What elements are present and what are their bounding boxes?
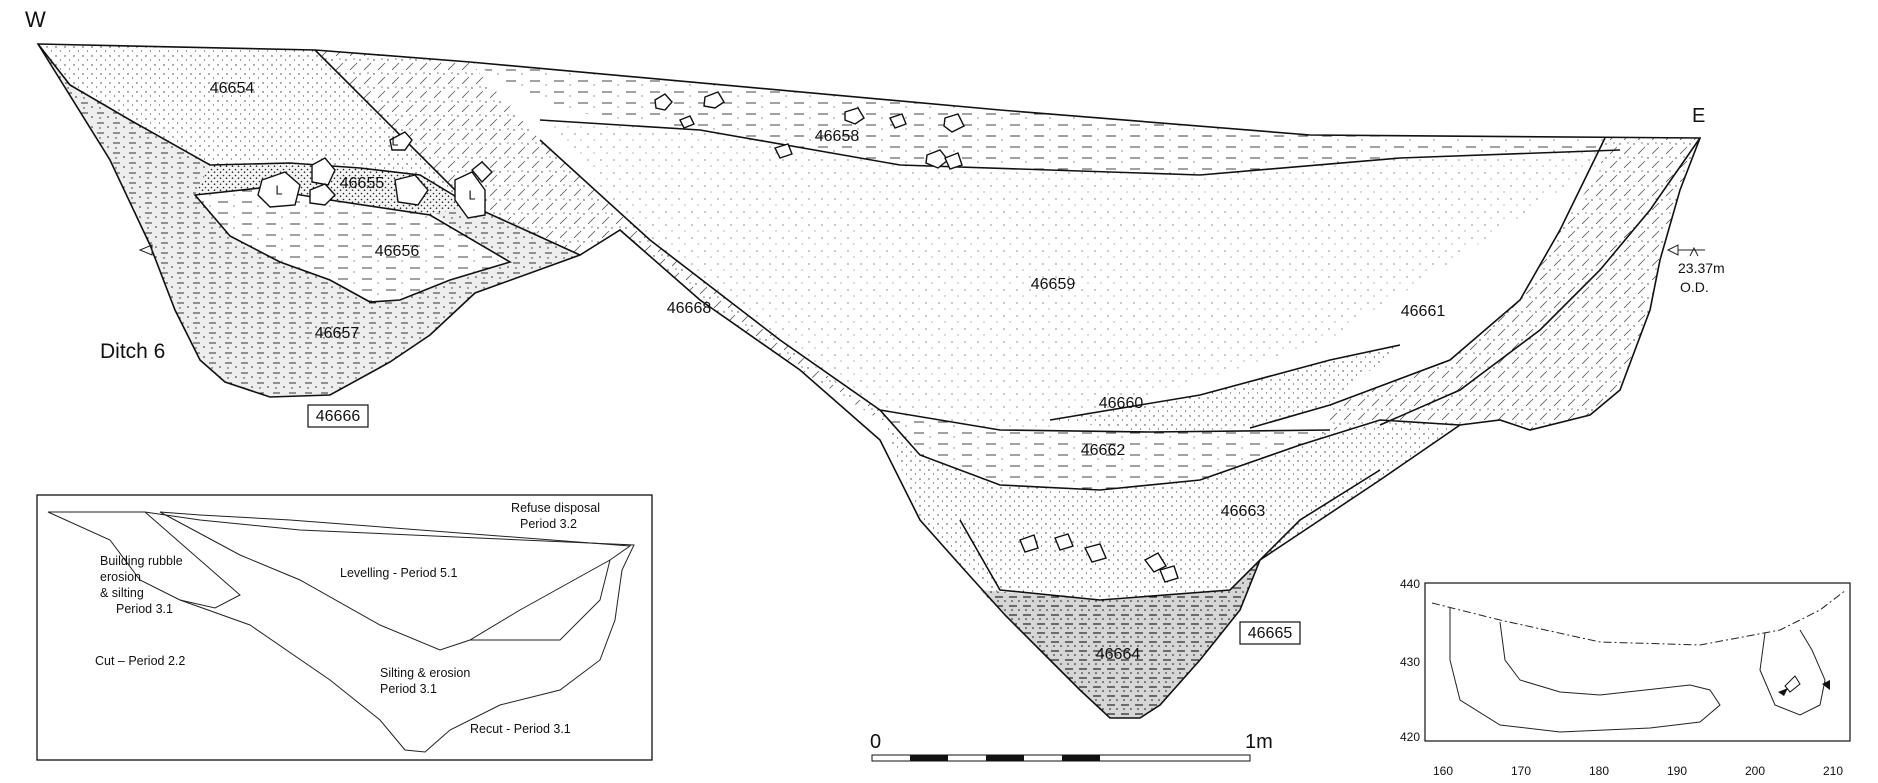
context-label: 46661	[1401, 303, 1446, 320]
context-label: 46662	[1081, 442, 1126, 459]
inset-label: Cut – Period 2.2	[95, 654, 185, 668]
context-label: 46654	[210, 80, 255, 97]
section-profile	[36, 43, 1702, 719]
inset-label: Period 3.1	[116, 602, 173, 616]
location-plan: 440 430 420 160 170 180 190 200 210	[1400, 577, 1851, 778]
rubble-stones	[257, 91, 1179, 583]
inset-label: erosion	[100, 570, 141, 584]
x-tick: 200	[1745, 764, 1765, 778]
level-value: 23.37m	[1678, 260, 1725, 276]
stone-label-2: L	[276, 183, 283, 197]
inset-label: Building rubble	[100, 554, 183, 568]
inset-label: Recut - Period 3.1	[470, 722, 571, 736]
inset-label: & silting	[100, 586, 144, 600]
layer-46668	[315, 50, 990, 470]
scale-end: 1m	[1245, 731, 1273, 753]
level-unit: O.D.	[1680, 279, 1709, 295]
inset-label: Silting & erosion	[380, 666, 470, 680]
scale-start: 0	[870, 731, 881, 753]
layer-46661	[1330, 138, 1700, 430]
context-label: 46663	[1221, 503, 1266, 520]
inset-label: Refuse disposal	[511, 501, 600, 515]
context-label: 46656	[375, 243, 420, 260]
context-label: 46658	[815, 128, 860, 145]
context-label: 46659	[1031, 276, 1076, 293]
stone-label-1: L	[392, 134, 399, 148]
west-label: W	[25, 7, 46, 32]
boxed-context-frame	[307, 404, 369, 428]
datum-marker-east	[1666, 244, 1705, 257]
inset-label: Levelling - Period 5.1	[340, 566, 457, 580]
layer-46659	[540, 120, 1620, 430]
ditch-label: Ditch 6	[100, 340, 165, 363]
inset-label: Period 3.2	[520, 517, 577, 531]
stone-label-3: L	[469, 188, 476, 202]
boxed-context: 46665	[1248, 625, 1293, 642]
context-label: 46668	[667, 300, 712, 317]
layer-46664	[980, 560, 1260, 718]
inset-label: Period 3.1	[380, 682, 437, 696]
y-tick: 420	[1400, 730, 1420, 744]
boxed-context: 46666	[316, 408, 361, 425]
x-tick: 190	[1667, 764, 1687, 778]
context-label: 46660	[1099, 395, 1144, 412]
context-label: 46657	[315, 325, 360, 342]
layer-46654	[38, 44, 470, 205]
y-tick: 430	[1400, 655, 1420, 669]
y-tick: 440	[1400, 577, 1420, 591]
ditch-section	[36, 43, 1702, 719]
boxed-context-frame	[1239, 621, 1301, 645]
x-tick: 160	[1433, 764, 1453, 778]
interpretation-inset: Refuse disposal Period 3.2 Building rubb…	[36, 494, 653, 761]
layer-46658	[470, 62, 1660, 175]
context-label: 46664	[1096, 646, 1141, 663]
scale-bar: 0 1m	[870, 731, 1273, 762]
x-tick: 170	[1511, 764, 1531, 778]
layer-46662	[880, 410, 1330, 490]
context-label: 46655	[340, 175, 385, 192]
x-tick: 180	[1589, 764, 1609, 778]
datum-marker-west	[138, 244, 153, 256]
x-tick: 210	[1823, 764, 1843, 778]
east-label: E	[1692, 105, 1705, 127]
